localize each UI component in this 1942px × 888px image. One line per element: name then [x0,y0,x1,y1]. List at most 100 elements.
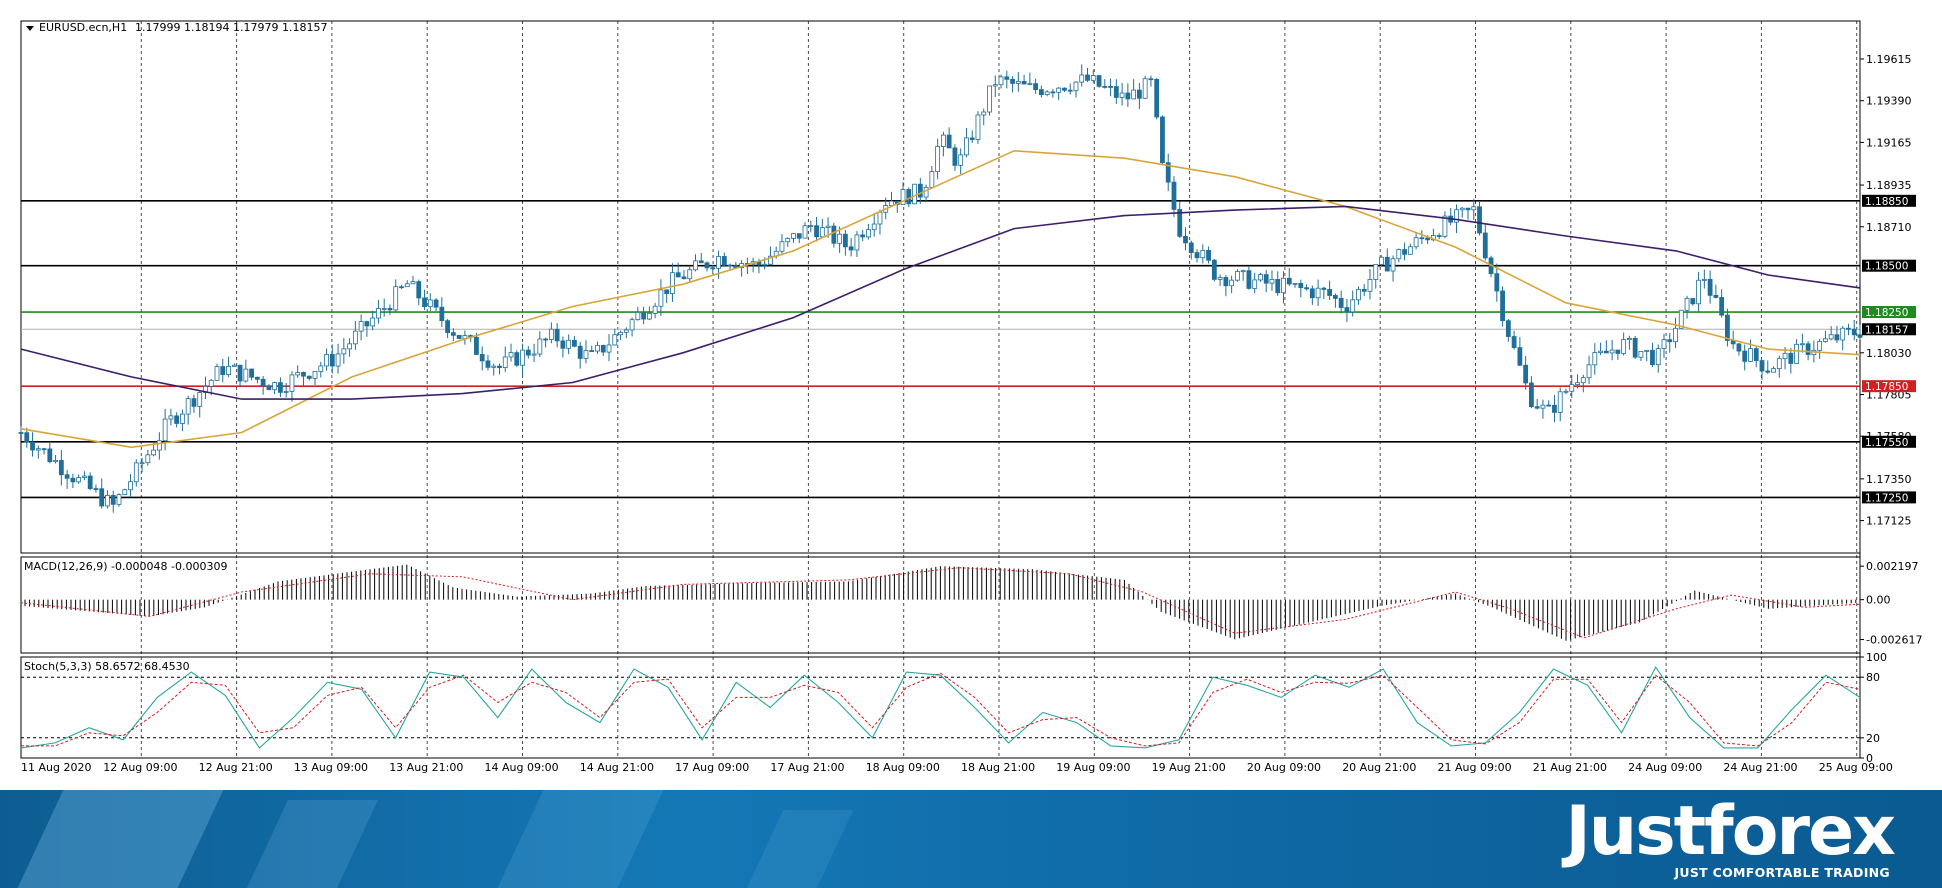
candle-body [1465,207,1471,211]
price-tick-label: 1.18710 [1866,221,1912,234]
candle-body [387,308,393,311]
candle-body [1454,209,1459,223]
candle-body [693,260,698,271]
chart-background [0,0,1942,790]
candle-body [404,283,410,288]
time-tick-label: 14 Aug 21:00 [580,761,654,774]
candle-body [1678,309,1684,329]
candle-body [1569,384,1575,392]
candle-body [1160,116,1165,164]
candle-body [399,286,404,289]
candle-body [174,415,180,424]
candle-body [566,339,572,349]
moving-average-line [20,205,1861,400]
candle-body [168,415,174,420]
candle-body [1004,76,1010,80]
candle-body [1240,270,1246,273]
candle-body [1379,256,1384,265]
candle-body [364,321,370,327]
candle-body [347,343,352,350]
candle-body [1511,336,1517,348]
candle-body [652,305,658,314]
candle-body [1309,288,1315,299]
candle-body [1286,277,1292,285]
panel-frames [20,20,1861,759]
candle-body [1776,358,1782,370]
time-axis: 11 Aug 2020 12 Aug 09:00 12 Aug 21:00 13 Au… [21,761,1893,774]
candle-body [572,339,577,347]
stochastic-title: Stoch(5,3,3) 58.6572 68.4530 [24,660,190,673]
moving-average-line [20,149,1861,449]
level-label-box [1862,435,1916,448]
time-tick-label: 12 Aug 21:00 [199,761,273,774]
candle-body [514,352,520,366]
candle-body [156,440,162,451]
symbol-title: EURUSD.ecn,H1 [39,21,127,34]
candle-body [658,289,664,307]
candle-body [393,286,399,311]
candle-body [1073,81,1079,92]
candle-body [987,85,992,113]
brand-banner: Justforex JUST COMFORTABLE TRADING [0,790,1942,888]
candle-body [710,267,716,270]
candle-body [681,276,687,280]
candle-body [1782,352,1788,360]
candle-body [185,398,191,415]
candle-body [819,227,825,238]
level-label-box [1862,306,1916,319]
candle-body [306,375,312,379]
candle-body [1603,350,1609,354]
price-tick-label: 1.17125 [1866,515,1912,528]
candle-body [260,378,266,387]
candle-body [191,398,197,407]
candle-body [105,494,110,507]
level-label: 1.18500 [1865,261,1908,273]
candle-body [548,328,554,340]
candle-body [1402,249,1407,255]
candle-body [1736,343,1742,352]
candle-body [1211,259,1217,280]
candle-body [1177,209,1183,237]
collapse-triangle-icon[interactable] [26,26,34,31]
time-tick-label: 20 Aug 21:00 [1342,761,1416,774]
macd-signal-line [20,567,1861,639]
price-tick-label: 1.19390 [1866,95,1912,108]
candle-body [1857,334,1863,338]
candle-body [860,234,866,238]
candle-body [917,183,923,198]
candle-body [1229,279,1235,287]
candle-body [376,308,381,319]
time-tick-label: 18 Aug 21:00 [961,761,1035,774]
candle-body [1413,237,1419,248]
candle-body [595,344,600,352]
time-tick-label: 17 Aug 21:00 [770,761,844,774]
candle-body [1609,349,1615,354]
candle-body [272,382,278,391]
candle-body [606,344,612,353]
brand-tagline: JUST COMFORTABLE TRADING [1674,865,1890,880]
candle-body [940,134,946,147]
candle-body [975,114,981,140]
candle-body [47,448,53,463]
candle-body [1090,75,1096,81]
candle-body [30,441,35,451]
candle-body [871,223,877,231]
candle-body [1719,297,1725,316]
price-tick-label: 1.18030 [1866,347,1912,360]
stochastic-panel: 100 80 20 0 Stoch(5,3,3) 58.6572 68.4530 [20,651,1887,765]
candle-body [1684,298,1690,311]
candle-body [24,432,30,443]
level-label: 1.17550 [1865,437,1908,449]
candle-body [1690,298,1696,305]
candle-body [324,354,329,367]
macd-tick-label: 0.00 [1866,594,1891,607]
candle-body [635,311,641,321]
time-tick-label: 19 Aug 21:00 [1152,761,1226,774]
candle-body [1096,75,1102,87]
banner-decoration [7,790,233,888]
candle-body [87,475,93,489]
time-tick-label: 25 Aug 09:00 [1819,761,1893,774]
macd-tick-label: 0.002197 [1866,560,1919,573]
banner-decoration [492,790,668,888]
candle-body [433,299,439,308]
